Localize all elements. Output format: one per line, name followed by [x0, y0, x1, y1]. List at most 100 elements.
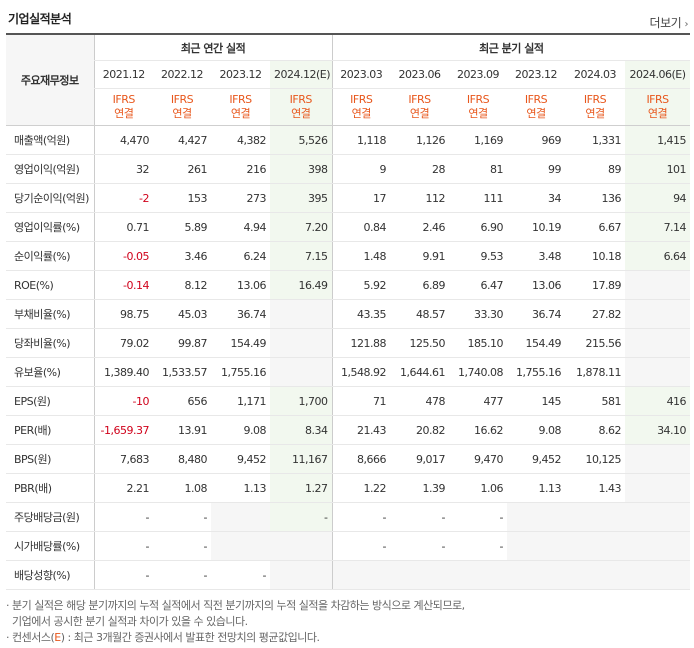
table-row: 유보율(%) 1,389.40 1,533.57 1,755.16 1,548.92 1,… [6, 357, 691, 387]
row-label: 영업이익(억원) [6, 154, 94, 184]
table-cell [270, 299, 333, 329]
period-header: 2022.12 [153, 60, 211, 89]
table-row: 매출액(억원) 4,470 4,427 4,382 5,526 1,118 1,126 1,1… [6, 125, 691, 155]
table-cell: 7.14 [625, 212, 691, 242]
table-cell: 8,666 [331, 444, 391, 474]
table-cell: 16.62 [449, 415, 508, 445]
table-cell [625, 328, 691, 358]
table-cell: - [211, 560, 270, 590]
consolidated-label: 연결 [526, 107, 546, 120]
table-cell: 1,700 [270, 386, 333, 416]
row-label-header: 주요재무정보 [6, 33, 94, 126]
table-cell: 185.10 [449, 328, 508, 358]
table-cell: 9.08 [507, 415, 566, 445]
row-label: 유보율(%) [6, 357, 94, 387]
table-row: BPS(원) 7,683 8,480 9,452 11,167 8,666 9,017 9,4… [6, 444, 691, 474]
table-cell: 1,755.16 [211, 357, 270, 387]
table-cell: 1.22 [331, 473, 391, 503]
table-cell [625, 473, 691, 503]
row-label: PBR(배) [6, 473, 94, 503]
table-cell: 94 [625, 183, 691, 213]
table-cell: 101 [625, 154, 691, 184]
table-cell: 8.12 [153, 270, 211, 300]
footnote-2: · 컨센서스(E) : 최근 3개월간 증권사에서 발표한 전망치의 평균값입니… [6, 631, 320, 644]
table-cell: 215.56 [565, 328, 626, 358]
period-header: 2023.03 [331, 60, 391, 89]
table-cell: 48.57 [390, 299, 450, 329]
table-cell: 154.49 [211, 328, 270, 358]
ifrs-header: IFRS 연결 [565, 88, 626, 126]
table-cell: 1,533.57 [153, 357, 211, 387]
table-cell: 1.13 [211, 473, 270, 503]
table-cell [565, 531, 626, 561]
table-cell: 79.02 [93, 328, 153, 358]
table-row: 시가배당률(%) - - - - - [6, 531, 691, 561]
table-cell: 5,526 [270, 125, 333, 155]
table-cell: 11,167 [270, 444, 333, 474]
table-cell: 3.48 [507, 241, 566, 271]
table-row: 배당성향(%) - - - [6, 560, 691, 590]
row-label: 순이익률(%) [6, 241, 94, 271]
ifrs-label: IFRS [466, 93, 490, 106]
table-cell: - [93, 502, 153, 532]
consolidated-label: 연결 [172, 107, 192, 120]
table-cell: 13.06 [507, 270, 566, 300]
table-cell: 136 [565, 183, 626, 213]
table-cell: 1,118 [331, 125, 391, 155]
table-cell: 1.48 [331, 241, 391, 271]
consolidated-label: 연결 [409, 107, 430, 120]
table-cell: 395 [270, 183, 333, 213]
table-cell [211, 502, 270, 532]
table-cell: 416 [625, 386, 691, 416]
table-cell: 1,878.11 [565, 357, 626, 387]
table-cell: 10,125 [565, 444, 626, 474]
table-cell: - [153, 560, 211, 590]
table-cell: 153 [153, 183, 211, 213]
table-cell: 112 [390, 183, 450, 213]
ifrs-label: IFRS [229, 93, 252, 106]
ifrs-label: IFRS [350, 93, 373, 106]
more-label[interactable]: 더보기 [649, 16, 682, 30]
table-cell: 9,452 [507, 444, 566, 474]
table-cell [565, 560, 626, 590]
table-cell: - [270, 502, 333, 532]
more-link[interactable]: 더보기 › [649, 14, 689, 31]
ifrs-header: IFRS 연결 [93, 88, 153, 126]
table-row: EPS(원) -10 656 1,171 1,700 71 478 477 145 581 416 [6, 386, 691, 416]
table-cell: 43.35 [331, 299, 391, 329]
footnote-1: · 분기 실적은 해당 분기까지의 누적 실적에서 직전 분기까지의 누적 실적… [6, 599, 465, 612]
period-header: 2023.06 [390, 60, 450, 89]
footnotes: · 분기 실적은 해당 분기까지의 누적 실적에서 직전 분기까지의 누적 실적… [6, 598, 465, 646]
table-cell [270, 560, 333, 590]
table-cell: 6.90 [449, 212, 508, 242]
table-cell: 32 [93, 154, 153, 184]
table-cell: 261 [153, 154, 211, 184]
row-label: EPS(원) [6, 386, 94, 416]
table-cell: -0.05 [93, 241, 153, 271]
table-cell: 10.19 [507, 212, 566, 242]
table-cell: 969 [507, 125, 566, 155]
annual-group-header: 최근 연간 실적 [93, 33, 333, 61]
table-cell: 6.24 [211, 241, 270, 271]
chevron-right-icon[interactable]: › [684, 19, 689, 30]
table-cell: 9.91 [390, 241, 450, 271]
table-cell: 1.39 [390, 473, 450, 503]
row-label: 주당배당금(원) [6, 502, 94, 532]
consolidated-label: 연결 [291, 107, 311, 120]
table-row: 당좌비율(%) 79.02 99.87 154.49 121.88 125.50 185.1… [6, 328, 691, 358]
ifrs-header: IFRS 연결 [211, 88, 270, 126]
table-cell [211, 531, 270, 561]
table-body: 매출액(억원) 4,470 4,427 4,382 5,526 1,118 1,126 1,1… [6, 125, 691, 590]
table-cell: 21.43 [331, 415, 391, 445]
period-header: 2021.12 [93, 60, 153, 89]
table-cell: 13.06 [211, 270, 270, 300]
table-cell [270, 531, 333, 561]
table-cell: 7.15 [270, 241, 333, 271]
table-cell [625, 502, 691, 532]
table-cell: 7,683 [93, 444, 153, 474]
table-cell: 273 [211, 183, 270, 213]
table-cell: 0.71 [93, 212, 153, 242]
table-cell [625, 444, 691, 474]
ifrs-header: IFRS 연결 [153, 88, 211, 126]
